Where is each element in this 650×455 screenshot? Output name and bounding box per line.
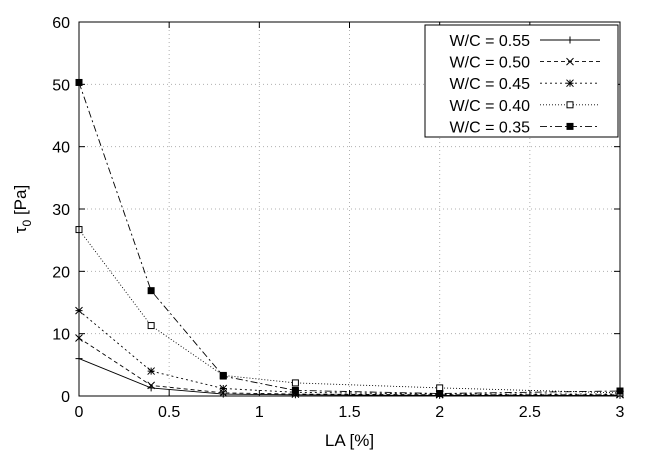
x-tick-label: 1 bbox=[255, 404, 264, 421]
data-point bbox=[219, 384, 228, 393]
legend-entry: W/C = 0.35 bbox=[450, 119, 600, 136]
data-point bbox=[436, 384, 444, 392]
data-point bbox=[147, 381, 155, 390]
legend-box bbox=[424, 24, 619, 138]
x-tick-label: 0.5 bbox=[158, 404, 180, 421]
legend-label: W/C = 0.35 bbox=[450, 119, 531, 136]
y-tick-label: 30 bbox=[52, 202, 70, 219]
x-tick-label: 0 bbox=[75, 404, 84, 421]
data-point bbox=[566, 101, 574, 109]
legend: W/C = 0.55 W/C = 0.50 W/C = 0.45 W/C = 0.40… bbox=[424, 24, 619, 138]
series-line bbox=[78, 358, 620, 396]
y-tick-label: 20 bbox=[52, 264, 70, 281]
data-point bbox=[147, 287, 155, 295]
y-axis-label-unit: [Pa] bbox=[11, 185, 30, 220]
data-point bbox=[566, 79, 574, 88]
legend-label: W/C = 0.55 bbox=[450, 33, 531, 50]
y-axis-label-sub: 0 bbox=[20, 219, 34, 226]
x-tick-label: 2.5 bbox=[519, 404, 541, 421]
series-line bbox=[78, 337, 620, 396]
data-point bbox=[219, 372, 227, 380]
y-axis-label: τ0 [Pa] bbox=[11, 185, 34, 233]
data-point bbox=[566, 57, 574, 66]
legend-label: W/C = 0.50 bbox=[450, 55, 531, 72]
data-point bbox=[147, 367, 155, 375]
legend-entry: W/C = 0.50 bbox=[450, 55, 600, 72]
y-tick-label: 40 bbox=[52, 140, 70, 157]
y-tick-label: 60 bbox=[52, 15, 70, 32]
y-tick-label: 50 bbox=[52, 77, 70, 94]
data-point bbox=[291, 379, 299, 387]
legend-entry: W/C = 0.40 bbox=[450, 98, 600, 115]
data-point bbox=[147, 322, 155, 330]
y-tick-label: 0 bbox=[61, 389, 70, 406]
x-tick-label: 1.5 bbox=[338, 404, 360, 421]
legend-entry: W/C = 0.45 bbox=[450, 76, 600, 93]
series-3 bbox=[75, 306, 624, 398]
data-point bbox=[291, 386, 299, 394]
x-tick-label: 2 bbox=[435, 404, 444, 421]
data-point bbox=[566, 36, 574, 44]
series-line bbox=[78, 310, 620, 395]
y-tick-label: 10 bbox=[52, 327, 70, 344]
legend-label: W/C = 0.40 bbox=[450, 98, 531, 115]
legend-entry: W/C = 0.55 bbox=[450, 33, 600, 50]
series-line bbox=[78, 82, 621, 394]
x-tick-label: 3 bbox=[616, 404, 625, 421]
y-axis-label-main: τ bbox=[11, 226, 30, 233]
x-axis-label: LA [%] bbox=[325, 431, 374, 450]
data-point bbox=[566, 122, 574, 130]
legend-label: W/C = 0.45 bbox=[450, 76, 531, 93]
